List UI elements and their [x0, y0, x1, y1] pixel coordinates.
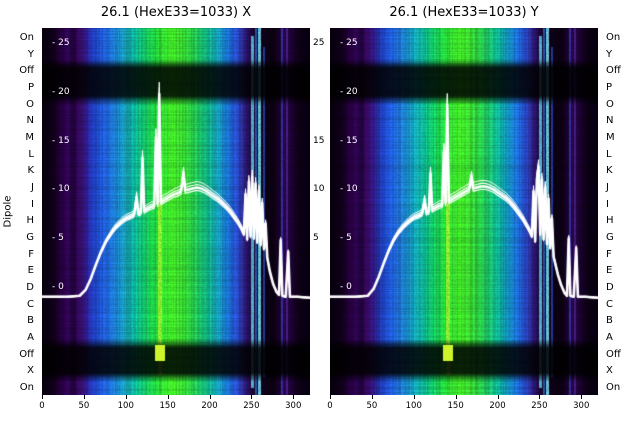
row-label-right: On [606, 32, 621, 43]
panel-y-title: 26.1 (HexE33=1033) Y [389, 5, 539, 20]
x-tick-label: 100 [405, 401, 422, 411]
row-label-left: Off [19, 65, 34, 77]
row-label-right: Off [606, 65, 621, 77]
value-tick-label: - 5 [52, 233, 64, 244]
row-label-left: H [26, 215, 34, 227]
row-label-left: F [28, 248, 34, 260]
x-tick-label: 100 [117, 401, 134, 411]
x-tick-mark [251, 395, 253, 399]
heatmap-panel-y: - 25 - 20 - 15 - 10 - 5 - 0 [330, 28, 598, 395]
x-tick-mark [371, 395, 373, 399]
row-label-right: A [606, 332, 613, 343]
panel-x-title: 26.1 (HexE33=1033) X [100, 5, 252, 20]
row-label-left: E [27, 265, 34, 277]
value-tick-label: - 25 [52, 38, 70, 48]
value-tick-label: - 0 [340, 282, 352, 292]
row-label-right: N [606, 115, 614, 127]
row-label-right: M [606, 132, 615, 143]
row-label-left: On [19, 382, 34, 393]
heatmap-canvas-x [42, 28, 310, 395]
row-label-left: P [27, 82, 34, 93]
row-label-right: B [606, 315, 613, 327]
value-tick-label: - 5 [340, 233, 352, 244]
x-tick-mark [581, 395, 583, 399]
row-label-right: G [606, 232, 614, 243]
value-tick-label: - 0 [52, 282, 64, 292]
value-tick-label: - 15 [340, 135, 358, 146]
row-label-right: L [606, 148, 612, 160]
row-label-right: F [606, 248, 612, 260]
value-tick-label: - 20 [340, 86, 358, 97]
row-label-right: Y [606, 48, 613, 60]
row-label-left: I [31, 198, 34, 210]
x-tick-label: 150 [159, 401, 176, 411]
heatmap-panel-x: - 25 - 20 - 15 - 10 - 5 - 0 [42, 28, 310, 395]
gap-value-tick-label: 25 [313, 38, 325, 48]
value-tick-label: - 10 [52, 184, 70, 195]
row-label-right: C [606, 298, 613, 310]
x-tick-mark [330, 395, 331, 399]
row-label-left: J [31, 182, 34, 193]
row-label-right: O [606, 98, 614, 110]
row-label-right: K [606, 165, 613, 177]
row-label-right: On [606, 382, 621, 393]
x-tick-mark [413, 395, 415, 399]
x-tick-label: 200 [201, 401, 218, 411]
row-label-left: X [27, 365, 34, 377]
x-tick-mark [125, 395, 127, 399]
x-tick-mark [42, 395, 43, 399]
x-tick-label: 50 [78, 401, 90, 411]
row-label-left: K [27, 165, 34, 177]
row-label-left: B [27, 315, 34, 327]
x-tick-mark [539, 395, 541, 399]
row-label-left: Off [19, 348, 34, 360]
x-tick-label: 0 [39, 401, 45, 411]
row-label-right: X [606, 365, 613, 377]
x-tick-mark [167, 395, 169, 399]
x-tick-label: 250 [531, 401, 548, 411]
row-label-left: C [27, 298, 34, 310]
row-label-left: Y [27, 48, 34, 60]
x-tick-label: 0 [327, 401, 333, 411]
row-label-left: G [26, 232, 34, 243]
row-label-left: D [26, 282, 34, 293]
row-label-left: M [25, 132, 34, 143]
row-label-left: A [27, 332, 34, 343]
row-label-left: On [19, 32, 34, 43]
row-label-right: I [606, 198, 609, 210]
x-tick-label: 200 [489, 401, 506, 411]
row-label-right: P [606, 82, 613, 93]
row-label-right: D [606, 282, 614, 293]
row-label-left: O [26, 98, 34, 110]
x-tick-mark [83, 395, 85, 399]
heatmap-canvas-y [330, 28, 598, 395]
row-label-right: J [606, 182, 609, 193]
x-tick-mark [209, 395, 211, 399]
gap-value-tick-label: 15 [313, 135, 325, 146]
x-tick-label: 300 [285, 401, 302, 411]
value-tick-label: - 20 [52, 86, 70, 97]
x-tick-label: 250 [243, 401, 260, 411]
x-tick-mark [497, 395, 499, 399]
value-tick-label: - 10 [340, 184, 358, 195]
gap-value-tick-label: 5 [313, 233, 319, 244]
row-label-left: L [28, 148, 34, 160]
x-tick-mark [293, 395, 295, 399]
x-tick-mark [455, 395, 457, 399]
value-tick-label: - 15 [52, 135, 70, 146]
row-label-right: Off [606, 348, 621, 360]
row-label-right: H [606, 215, 614, 227]
value-tick-label: - 25 [340, 38, 358, 48]
x-tick-label: 300 [573, 401, 590, 411]
x-tick-label: 50 [366, 401, 378, 411]
row-label-left: N [26, 115, 34, 127]
row-label-right: E [606, 265, 613, 277]
gap-value-tick-label: 10 [313, 184, 325, 195]
x-tick-label: 150 [447, 401, 464, 411]
